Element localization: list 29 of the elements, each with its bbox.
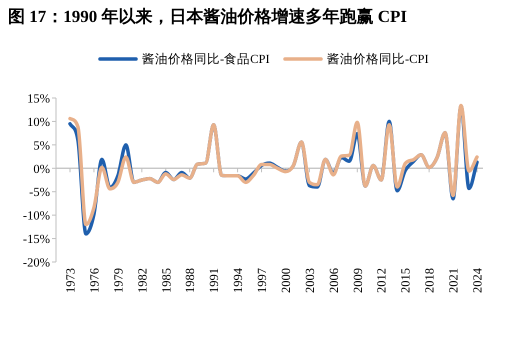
x-tick-label: 2024	[470, 267, 484, 293]
y-tick-label: 10%	[27, 114, 50, 129]
legend-label: 酱油价格同比-食品CPI	[142, 52, 270, 66]
x-tick-label: 1994	[231, 267, 246, 293]
legend-label: 酱油价格同比-CPI	[327, 52, 429, 66]
y-tick-label: 15%	[27, 92, 50, 106]
y-tick-label: 5%	[33, 138, 50, 152]
x-tick-label: 1976	[87, 268, 102, 293]
x-tick-label: 2012	[374, 268, 389, 293]
x-tick-label: 2000	[278, 268, 293, 293]
x-tick-label: 1973	[64, 268, 78, 293]
x-tick-label: 1997	[255, 268, 270, 293]
x-tick-label: 2015	[398, 268, 413, 293]
chart-title: 图 17：1990 年以来，日本酱油价格增速多年跑赢 CPI	[8, 7, 408, 26]
y-tick-label: -20%	[22, 256, 50, 270]
x-tick-label: 1988	[183, 268, 198, 293]
y-tick-label: 0%	[33, 162, 50, 176]
x-tick-label: 1982	[135, 268, 150, 293]
y-tick-label: -15%	[22, 232, 50, 246]
x-tick-label: 2006	[326, 268, 341, 293]
x-tick-label: 2009	[350, 268, 365, 293]
x-tick-label: 2003	[302, 268, 317, 293]
x-tick-label: 1985	[159, 268, 174, 293]
x-tick-label: 1991	[207, 268, 222, 293]
x-tick-label: 2021	[446, 268, 461, 293]
x-tick-label: 2018	[422, 268, 437, 293]
x-tick-label: 1979	[111, 268, 126, 293]
y-tick-label: -10%	[22, 208, 50, 223]
y-tick-label: -5%	[29, 185, 50, 200]
